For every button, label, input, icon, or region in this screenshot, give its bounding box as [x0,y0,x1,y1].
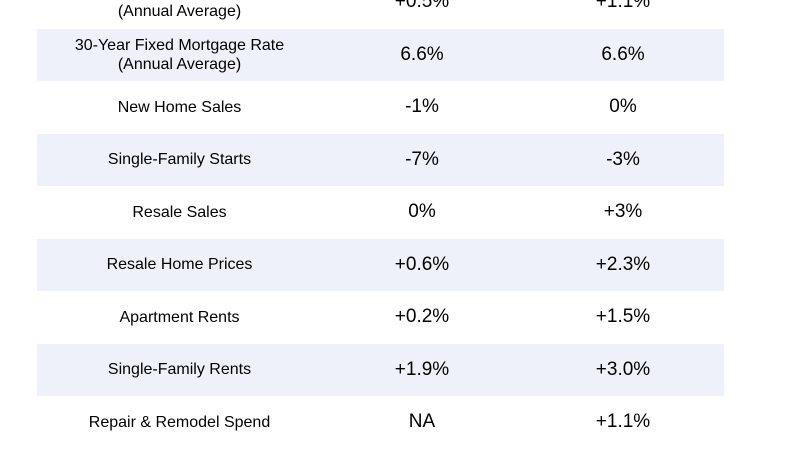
row-label: Apartment Rents [119,308,240,326]
second-value-cell: +3% [603,201,643,223]
row-label: Single-Family Rents [107,361,252,379]
row-label: New Home Sales [117,98,242,116]
first-value-cell: NA [408,411,436,433]
row-label: 30-Year Fixed Mortgage Rate (Annual Aver… [74,36,285,73]
table-row: Repair & Remodel Spend NA +1.1% [37,396,724,449]
first-value-cell: 0% [408,201,436,223]
first-value-cell: -1% [405,96,439,118]
table-row: Single-Family Starts -7% -3% [37,133,724,186]
first-value-cell: +0.5% [394,0,450,13]
second-value-cell: +1.5% [595,306,651,328]
row-label: Single-Family Starts [107,151,252,169]
first-value-cell: 6.6% [400,43,444,65]
table-row: New Home Sales -1% 0% [37,81,724,134]
table-row: 30-Year Fixed Mortgage Rate (Annual Aver… [37,28,724,81]
first-value-cell: +1.9% [394,358,450,380]
table-row: Single-Family Rents +1.9% +3.0% [37,343,724,396]
row-label: (Annual Average) [117,3,242,21]
row-label: Repair & Remodel Spend [88,413,271,431]
table-row: (Annual Average) +0.5% +1.1% [37,0,724,29]
forecast-table: (Annual Average) +0.5% +1.1% 30-Year Fix… [37,0,724,449]
second-value-cell: +1.1% [595,411,651,433]
table-row: Resale Sales 0% +3% [37,186,724,239]
second-value-cell: +1.1% [595,0,651,13]
second-value-cell: +2.3% [595,253,651,275]
second-value-cell: -3% [606,148,640,170]
table-row: Resale Home Prices +0.6% +2.3% [37,238,724,291]
first-value-cell: +0.6% [394,253,450,275]
second-value-cell: 6.6% [601,43,645,65]
row-label: Resale Home Prices [106,256,253,274]
table-row: Apartment Rents +0.2% +1.5% [37,291,724,344]
second-value-cell: +3.0% [595,358,651,380]
second-value-cell: 0% [609,96,637,118]
first-value-cell: -7% [405,148,439,170]
row-label: Resale Sales [132,203,227,221]
first-value-cell: +0.2% [394,306,450,328]
